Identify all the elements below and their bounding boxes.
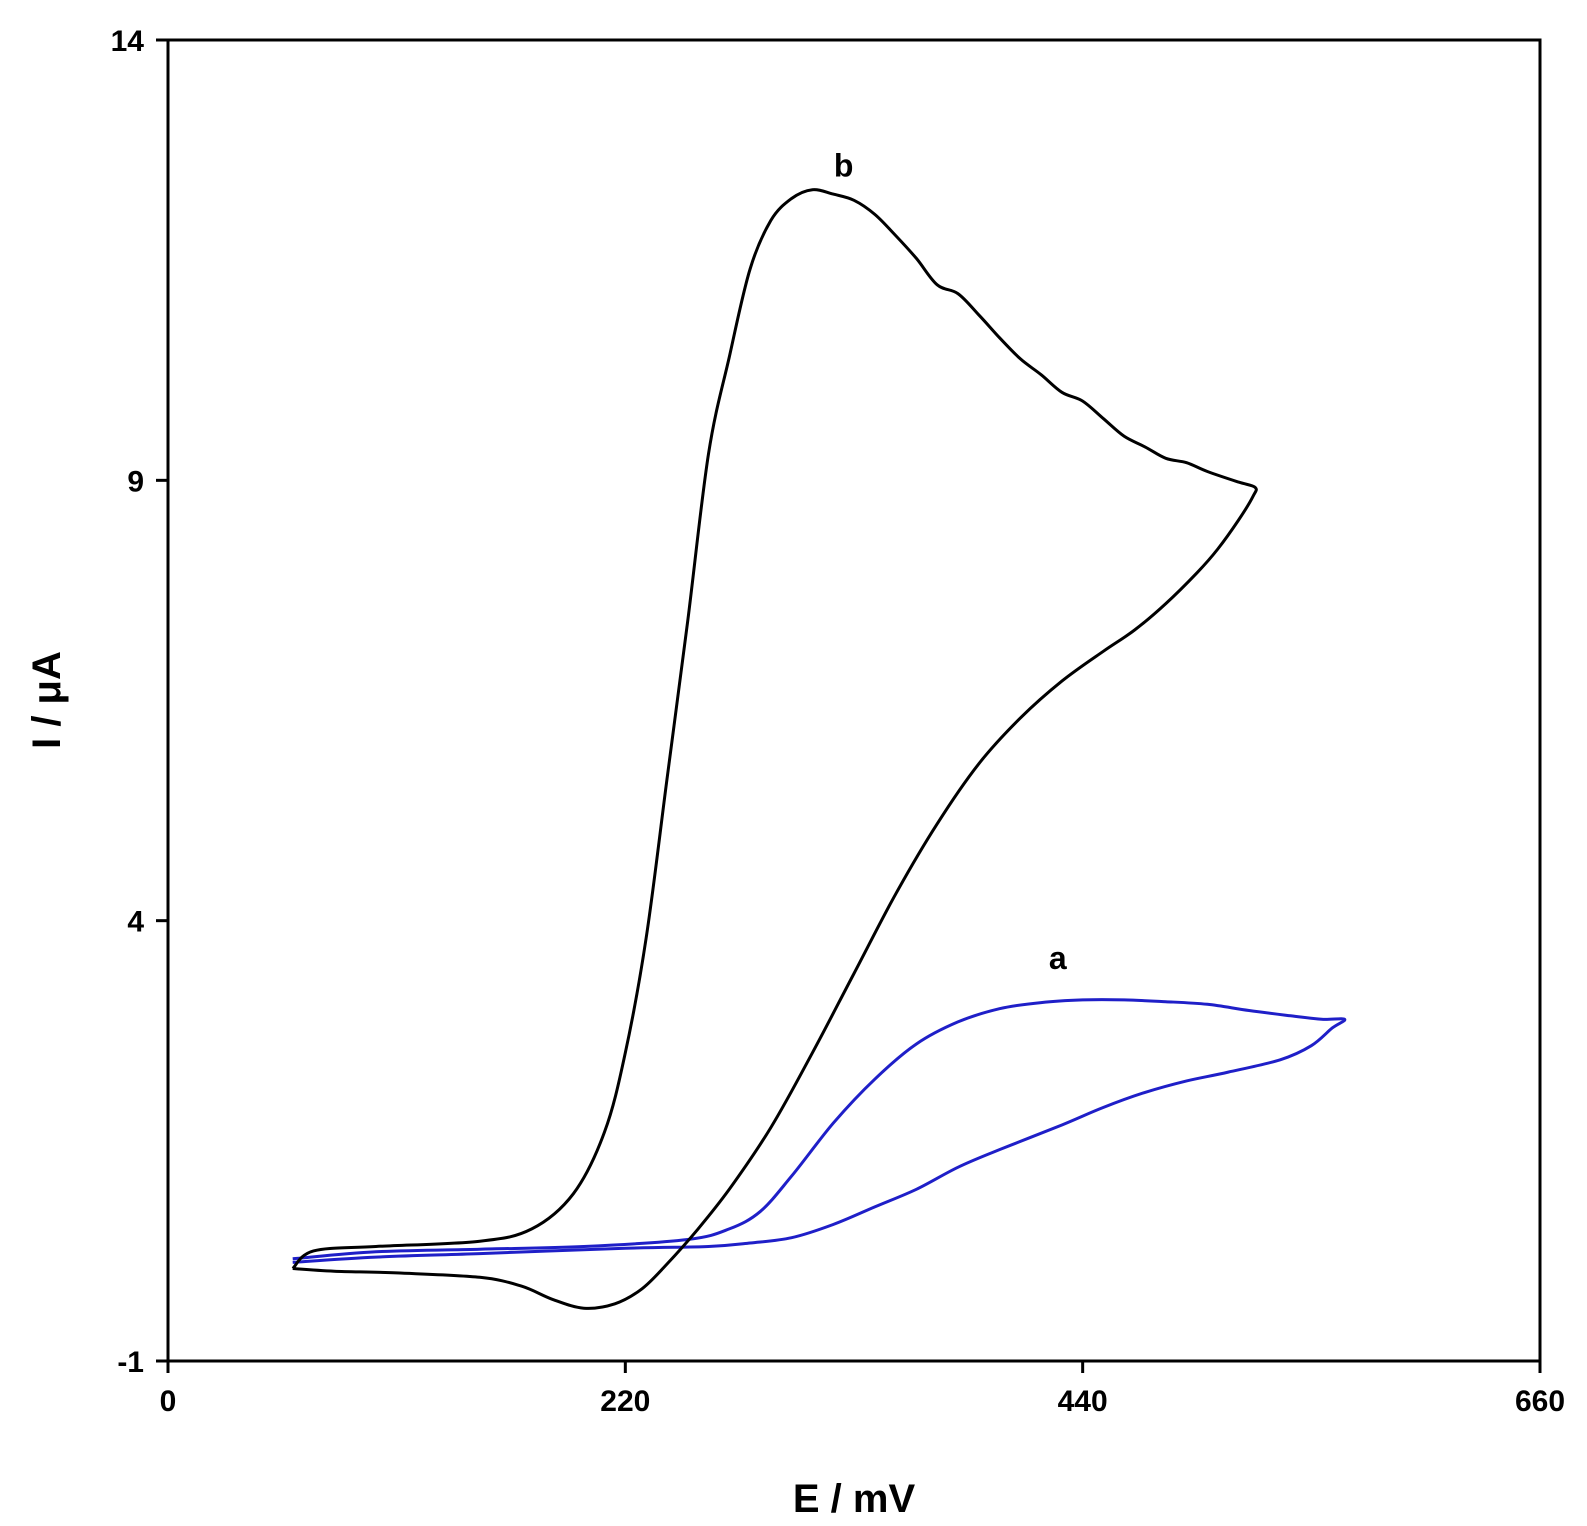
y-tick-label: -1 <box>117 1346 144 1379</box>
y-tick-label: 9 <box>127 465 144 498</box>
y-axis-title: I / μA <box>25 651 69 749</box>
axis-ticks: 0 220 440 660 -1 4 9 14 <box>111 25 1565 1418</box>
x-tick-label: 0 <box>160 1385 177 1418</box>
x-tick-label: 220 <box>600 1385 650 1418</box>
y-tick-label: 4 <box>127 906 144 939</box>
curve-label-b: b <box>834 148 854 184</box>
series-line-a <box>292 998 1347 1264</box>
plot-area <box>166 38 1542 1363</box>
y-tick-label: 14 <box>111 25 145 58</box>
x-axis-title: E / mV <box>793 1477 916 1521</box>
x-tick-label: 440 <box>1058 1385 1108 1418</box>
x-tick-label: 660 <box>1515 1385 1565 1418</box>
series-layer <box>291 188 1347 1310</box>
curve-label-a: a <box>1049 940 1067 976</box>
series-line-b <box>291 188 1258 1310</box>
curve-labels: ab <box>834 148 1067 977</box>
